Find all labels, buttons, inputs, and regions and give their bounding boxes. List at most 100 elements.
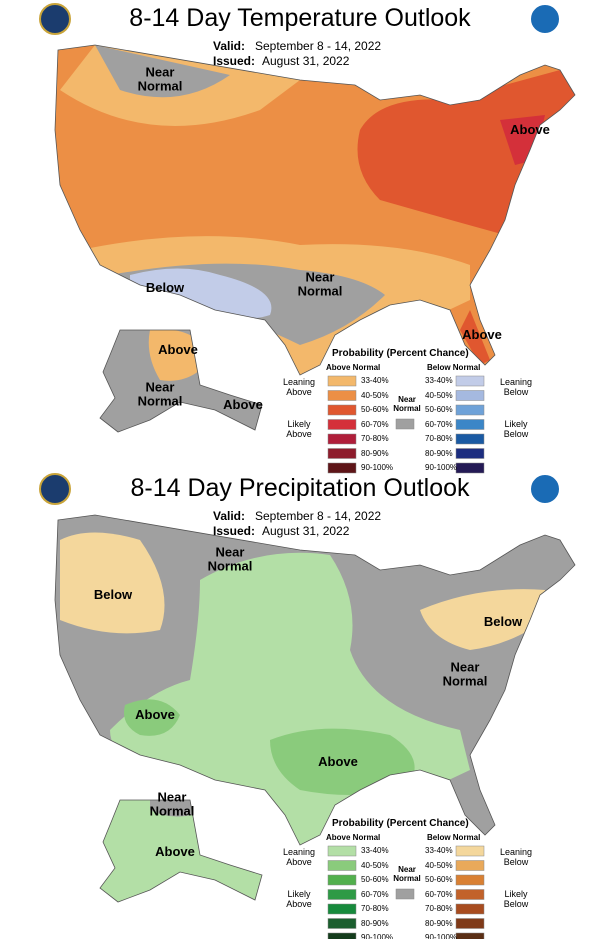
legend-bin: 50-60%: [425, 405, 453, 414]
legend-swatch: [455, 404, 485, 416]
legend-bin: 40-50%: [425, 860, 453, 870]
legend-title: Probability (Percent Chance): [332, 818, 469, 829]
legend-group: Leaning Above: [282, 847, 316, 867]
legend-swatch: [327, 918, 357, 929]
issued-date: August 31, 2022: [262, 524, 350, 538]
legend-near-label: Near Normal: [393, 865, 421, 883]
panel-title: 8-14 Day Precipitation Outlook: [130, 474, 470, 502]
map-label: Above: [510, 121, 550, 137]
map-label: Above: [158, 341, 198, 357]
legend-bin: 50-60%: [361, 875, 389, 884]
forecast-region: [357, 70, 575, 235]
legend-group: Likely Above: [286, 889, 312, 909]
legend-swatch: [455, 874, 485, 886]
map-label: Above: [462, 326, 502, 342]
legend-header: Above Normal: [326, 363, 381, 372]
legend-bin: 80-90%: [425, 918, 453, 928]
forecast-region: [100, 800, 262, 902]
valid-dates: September 8 - 14, 2022: [255, 509, 382, 523]
legend-swatch: [395, 418, 415, 430]
legend-near-label: Near Normal: [393, 395, 421, 413]
legend-bin: 90-100%: [361, 933, 394, 939]
map-label: Near Normal: [207, 544, 253, 574]
panel-title: 8-14 Day Temperature Outlook: [129, 4, 471, 32]
legend-bin: 60-70%: [425, 889, 453, 899]
legend-swatch: [327, 874, 357, 886]
agency-logo: [39, 473, 71, 505]
legend-group: Leaning Below: [499, 847, 533, 867]
forecast-region: [60, 532, 165, 634]
legend-group: Likely Above: [286, 419, 312, 439]
forecast-region: [270, 728, 415, 795]
map-panel: [39, 3, 576, 433]
legend-swatch: [395, 888, 415, 900]
legend-bin: 90-100%: [425, 463, 458, 472]
forecast-region: [124, 699, 180, 736]
legend-swatch: [327, 932, 357, 939]
legend-swatch: [327, 390, 357, 401]
valid-dates: September 8 - 14, 2022: [255, 39, 382, 53]
map-label: Above: [318, 753, 358, 769]
legend-swatch: [327, 845, 357, 857]
issued-label: Issued:: [213, 524, 256, 538]
map-label: Below: [93, 586, 133, 602]
legend-bin: 33-40%: [425, 376, 453, 385]
legend-swatch: [455, 932, 485, 939]
noaa-logo: [529, 3, 561, 35]
legend-swatch: [327, 375, 357, 387]
legend-swatch: [455, 860, 485, 871]
legend-title: Probability (Percent Chance): [332, 348, 469, 359]
legend-bin: 80-90%: [361, 448, 389, 458]
legend-bin: 50-60%: [425, 875, 453, 884]
legend-group: Leaning Above: [282, 377, 316, 397]
forecast-region: [100, 330, 262, 432]
legend-swatch: [455, 433, 485, 445]
agency-logo: [39, 3, 71, 35]
valid-label: Valid:: [213, 39, 246, 53]
legend-group: Likely Below: [503, 889, 529, 909]
legend-header: Below Normal: [427, 363, 481, 372]
map-label: Near Normal: [137, 379, 183, 409]
legend-bin: 33-40%: [361, 846, 389, 855]
forecast-region: [460, 310, 490, 365]
forecast-region: [130, 268, 272, 319]
legend-swatch: [455, 462, 485, 474]
legend-bin: 60-70%: [361, 419, 389, 429]
legend-swatch: [455, 918, 485, 929]
us-outline: [54, 44, 576, 376]
legend-bin: 40-50%: [361, 390, 389, 400]
legend-swatch: [327, 433, 357, 445]
legend-bin: 70-80%: [361, 434, 389, 443]
legend-bin: 90-100%: [425, 933, 458, 939]
legend-bin: 80-90%: [425, 448, 453, 458]
map-label: Near Normal: [297, 269, 343, 299]
legend-swatch: [455, 845, 485, 857]
legend-swatch: [455, 903, 485, 915]
legend-bin: 50-60%: [361, 405, 389, 414]
legend-bin: 70-80%: [425, 434, 453, 443]
map-label: Near Normal: [137, 64, 183, 94]
legend-swatch: [455, 889, 485, 900]
forecast-region: [95, 45, 230, 98]
legend-group: Likely Below: [503, 419, 529, 439]
legend-swatch: [327, 419, 357, 430]
legend-bin: 60-70%: [361, 889, 389, 899]
legend-swatch: [455, 390, 485, 401]
map-label: Below: [483, 613, 523, 629]
legend-swatch: [327, 448, 357, 459]
valid-label: Valid:: [213, 509, 246, 523]
legend-bin: 33-40%: [425, 846, 453, 855]
noaa-logo: [529, 473, 561, 505]
us-outline: [54, 514, 576, 846]
map-label: Near Normal: [442, 659, 488, 689]
legend-header: Below Normal: [427, 833, 481, 842]
map-label: Above: [155, 843, 195, 859]
map-label: Near Normal: [149, 789, 195, 819]
legend-swatch: [327, 462, 357, 474]
forecast-region: [150, 800, 192, 817]
map-label: Below: [145, 279, 185, 295]
issued-date: August 31, 2022: [262, 54, 350, 68]
legend-header: Above Normal: [326, 833, 381, 842]
